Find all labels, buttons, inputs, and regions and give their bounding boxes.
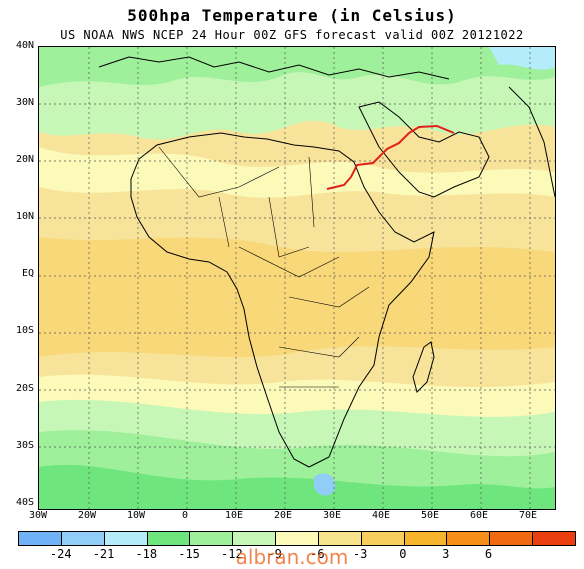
- lon-label: 10E: [224, 510, 244, 521]
- africa-coastline: [130, 132, 435, 468]
- colorbar-swatch: [447, 532, 491, 545]
- lon-label: 20W: [77, 510, 97, 521]
- india-coastline: [508, 86, 555, 198]
- colorbar-swatch: [233, 532, 277, 545]
- highlight-contour: [326, 124, 455, 190]
- colorbar-swatch: [404, 532, 448, 545]
- lat-label: 40S: [15, 497, 34, 508]
- colorbar-swatch: [19, 532, 62, 545]
- lon-label: 10W: [126, 510, 146, 521]
- lon-label: 60E: [469, 510, 489, 521]
- arabia-coastline: [358, 101, 490, 198]
- tropical-warm-band: [39, 237, 555, 357]
- map-title: 500hpa Temperature (in Celsius): [127, 6, 457, 25]
- madagascar-coastline: [412, 341, 435, 393]
- lon-label: 50E: [420, 510, 440, 521]
- lat-label: 40N: [15, 40, 34, 51]
- lon-label: 30E: [322, 510, 342, 521]
- south-cold-patch: [314, 473, 336, 496]
- lon-label: 0: [181, 510, 189, 521]
- lat-label: 30N: [15, 97, 34, 108]
- colorbar-swatch: [361, 532, 405, 545]
- colorbar-label: -21: [92, 547, 115, 561]
- temperature-map: [38, 46, 556, 510]
- lat-label: 10N: [15, 211, 34, 222]
- colorbar-swatch: [190, 532, 234, 545]
- colorbar-label: -15: [178, 547, 200, 561]
- colorbar-label: 0: [399, 547, 407, 561]
- north-green-band: [39, 47, 555, 87]
- lon-label: 20E: [273, 510, 293, 521]
- colorbar-label: 3: [442, 547, 450, 561]
- country-borders: [158, 146, 370, 388]
- map-subtitle: US NOAA NWS NCEP 24 Hour 00Z GFS forecas…: [60, 28, 524, 42]
- north-cyan-patch: [489, 47, 555, 70]
- colorbar: [18, 531, 576, 546]
- colorbar-label: -3: [352, 547, 368, 561]
- lat-label: EQ: [21, 268, 34, 279]
- europe-coastline: [98, 56, 450, 80]
- colorbar-swatch: [533, 532, 575, 545]
- lon-label: 40E: [371, 510, 391, 521]
- colorbar-label: -12: [221, 547, 243, 561]
- colorbar-label: 6: [484, 547, 493, 561]
- colorbar-label: -18: [135, 547, 158, 561]
- colorbar-swatch: [490, 532, 534, 545]
- colorbar-swatch: [104, 532, 148, 545]
- lat-label: 20S: [15, 383, 34, 394]
- lon-label: 30W: [28, 510, 48, 521]
- tropical-pale-band: [39, 147, 555, 198]
- colorbar-label: -9: [267, 547, 282, 561]
- colorbar-swatch: [276, 532, 319, 545]
- colorbar-label: -24: [49, 547, 72, 561]
- graticule: [39, 47, 555, 509]
- colorbar-label: -6: [310, 547, 325, 561]
- south-deep-green-band: [39, 464, 555, 509]
- colorbar-swatch: [61, 532, 105, 545]
- lat-label: 10S: [15, 325, 34, 336]
- lat-label: 20N: [15, 154, 34, 165]
- temperature-field: [39, 47, 555, 509]
- colorbar-swatch: [147, 532, 191, 545]
- lon-label: 70E: [518, 510, 538, 521]
- colorbar-swatch: [318, 532, 362, 545]
- lat-label: 30S: [15, 440, 34, 451]
- coastlines: [98, 56, 555, 468]
